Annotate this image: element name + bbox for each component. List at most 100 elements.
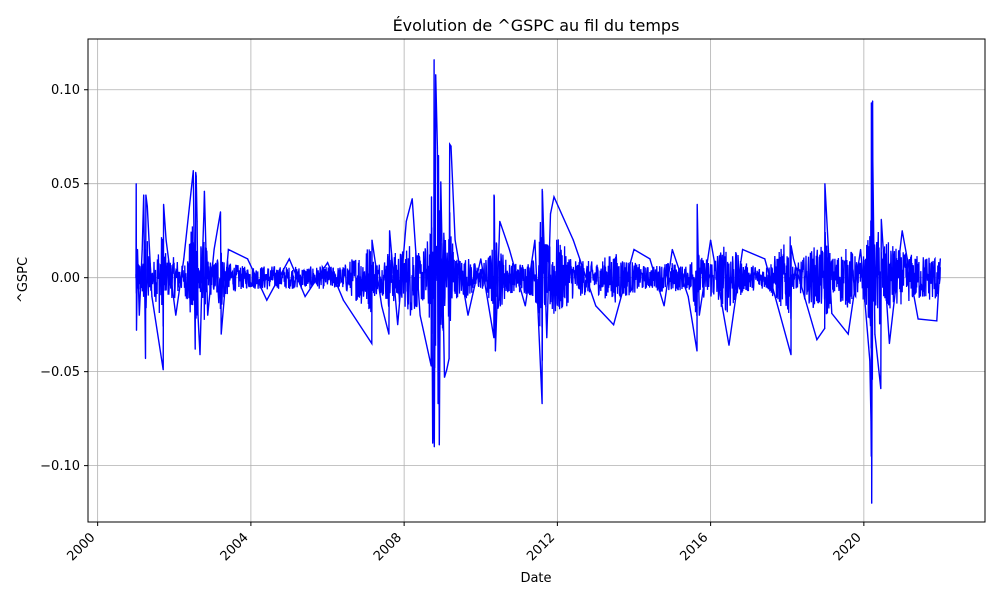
series-point	[710, 239, 712, 241]
series-point	[411, 198, 413, 200]
series-point	[162, 369, 164, 371]
series-point	[135, 329, 138, 331]
series-point	[433, 59, 435, 61]
series-point	[696, 203, 698, 205]
series-point	[304, 295, 306, 298]
series-point	[454, 239, 456, 241]
series-point	[203, 190, 205, 192]
series-point	[371, 239, 373, 241]
series-point	[146, 205, 148, 207]
series-point	[438, 444, 440, 446]
x-axis-title: Date	[520, 571, 551, 586]
series-point	[419, 314, 421, 316]
series-point	[388, 333, 390, 335]
series-point	[872, 100, 874, 102]
series-point	[433, 419, 435, 422]
series-point	[696, 350, 698, 352]
series-point	[203, 213, 205, 215]
series-point	[860, 248, 862, 251]
series-point	[435, 74, 437, 76]
series-point	[437, 154, 440, 157]
y-axis-title: ^GSPC	[16, 257, 31, 303]
series-point	[220, 333, 222, 335]
series-point	[541, 188, 543, 190]
chart-title: Évolution de ^GSPC au fil du temps	[393, 16, 680, 35]
series-point	[207, 314, 209, 316]
series-point	[430, 196, 433, 198]
series-point	[790, 245, 792, 247]
series-point	[901, 230, 903, 232]
y-tick-label: −0.10	[40, 459, 80, 474]
series-point	[816, 339, 818, 341]
series-point	[824, 183, 826, 185]
series-point	[871, 502, 873, 504]
series-point	[448, 357, 450, 360]
series-point	[508, 248, 510, 251]
series-point	[792, 258, 795, 260]
series-point	[493, 196, 495, 198]
series-point	[939, 258, 941, 260]
x-tick-label: 2020	[831, 530, 865, 564]
series-point	[432, 442, 434, 444]
series-point	[288, 258, 290, 260]
series-point	[742, 248, 744, 251]
series-point	[266, 299, 268, 301]
series-point	[872, 160, 874, 162]
series-point	[671, 248, 673, 251]
series-point	[541, 359, 543, 361]
y-axis-ticks: 0.10 0.05 0.00 −0.05 −0.10	[40, 83, 88, 474]
series-point	[880, 218, 882, 220]
series-point	[572, 239, 574, 241]
series-point	[405, 220, 407, 222]
series-point	[831, 312, 833, 314]
series-point	[175, 314, 177, 316]
series-point	[145, 194, 147, 196]
series-point	[196, 220, 198, 222]
series-point	[213, 248, 215, 251]
series-point	[436, 147, 438, 149]
series-point	[433, 446, 435, 448]
series-point	[141, 248, 143, 251]
series-point	[790, 354, 792, 356]
series-point	[870, 455, 872, 457]
series-point	[163, 203, 165, 205]
series-point	[698, 314, 700, 316]
series-point	[493, 337, 495, 339]
series-point	[493, 194, 495, 196]
series-line	[135, 59, 941, 504]
series-point	[824, 327, 826, 329]
y-tick-label: −0.05	[40, 365, 80, 380]
y-tick-label: 0.10	[51, 83, 80, 98]
x-tick-label: 2004	[218, 530, 252, 564]
series-point	[446, 369, 448, 371]
series-point	[549, 213, 552, 215]
series-point	[195, 175, 197, 177]
series-point	[430, 365, 432, 367]
series-point	[192, 170, 194, 172]
series-point	[449, 143, 451, 145]
series-point	[499, 220, 501, 222]
series-point	[135, 277, 137, 279]
series-point	[633, 248, 635, 251]
series-point	[467, 314, 469, 316]
series-point	[136, 248, 139, 251]
series-point	[936, 320, 938, 322]
x-tick-label: 2000	[64, 530, 98, 564]
series-point	[613, 324, 615, 326]
series-point	[663, 305, 665, 307]
series-point	[144, 357, 147, 360]
series-point	[524, 305, 526, 307]
x-tick-label: 2008	[371, 530, 405, 564]
series-point	[165, 239, 167, 241]
series-point	[917, 318, 919, 320]
series-point	[541, 190, 544, 192]
series-point	[183, 258, 185, 260]
series-point	[342, 299, 344, 301]
series-point	[247, 258, 249, 260]
series-point	[135, 183, 137, 185]
series-point	[847, 333, 849, 335]
series-point	[227, 248, 229, 251]
x-tick-label: 2012	[524, 530, 558, 564]
series-point	[870, 102, 873, 104]
